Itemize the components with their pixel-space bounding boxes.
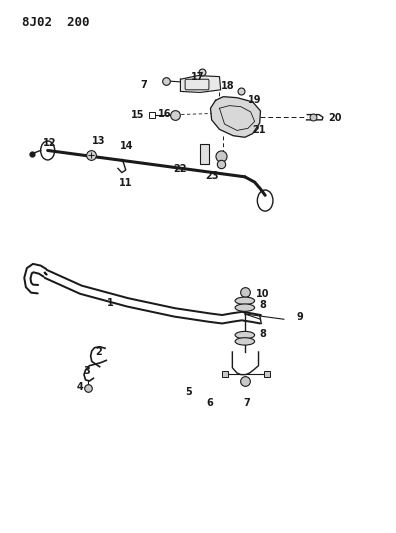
Text: 8: 8: [259, 329, 266, 339]
Ellipse shape: [235, 304, 255, 311]
Text: 17: 17: [191, 71, 205, 82]
Ellipse shape: [235, 338, 255, 345]
Polygon shape: [211, 96, 261, 138]
Text: 1: 1: [107, 298, 114, 309]
Text: 5: 5: [185, 387, 192, 397]
Text: 12: 12: [43, 138, 56, 148]
Text: 20: 20: [328, 113, 341, 123]
Text: 18: 18: [221, 80, 234, 91]
Text: 8: 8: [259, 300, 266, 310]
Text: 9: 9: [296, 312, 303, 321]
Text: 3: 3: [83, 366, 90, 376]
Text: 13: 13: [92, 136, 105, 146]
Text: 11: 11: [119, 178, 133, 188]
FancyBboxPatch shape: [200, 143, 209, 164]
Text: 10: 10: [256, 289, 269, 300]
Text: 22: 22: [174, 164, 187, 174]
Text: 8J02  200: 8J02 200: [22, 16, 90, 29]
Text: 7: 7: [244, 398, 250, 408]
Text: 23: 23: [205, 171, 219, 181]
Text: 4: 4: [76, 382, 83, 392]
Text: 16: 16: [158, 109, 171, 118]
Text: 19: 19: [248, 95, 261, 106]
Ellipse shape: [235, 332, 255, 339]
Polygon shape: [181, 76, 221, 92]
Text: 7: 7: [140, 79, 147, 90]
Text: 6: 6: [206, 398, 213, 408]
Text: 21: 21: [252, 125, 265, 135]
Text: 14: 14: [120, 141, 134, 151]
Ellipse shape: [235, 297, 255, 304]
Text: 2: 2: [95, 347, 102, 357]
Text: 15: 15: [131, 110, 144, 119]
